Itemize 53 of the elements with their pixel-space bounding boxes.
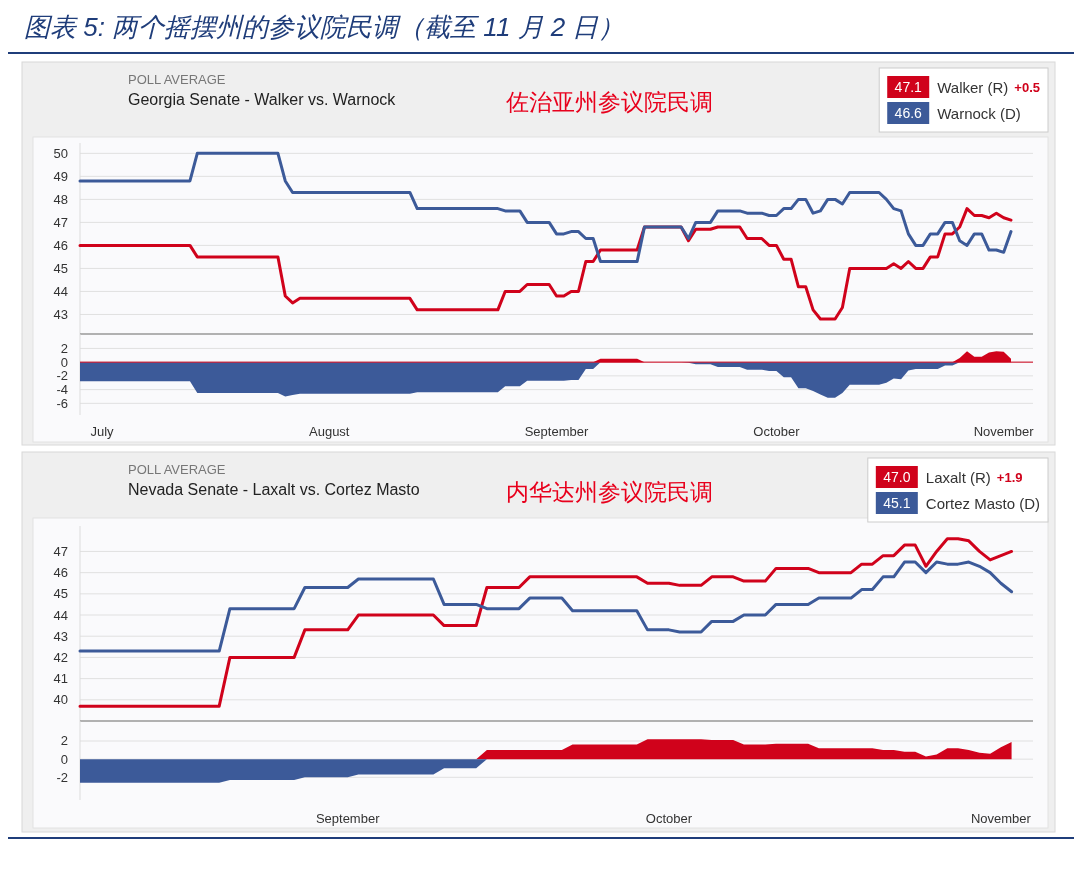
y-tick-label: 48 xyxy=(53,191,68,207)
x-tick-label: October xyxy=(645,810,693,826)
y-tick-label: 50 xyxy=(53,145,68,161)
line-series xyxy=(78,537,1014,708)
y-tick-label: 44 xyxy=(53,283,68,299)
line-series xyxy=(78,207,1013,321)
y-tick-label: 0 xyxy=(60,354,68,370)
x-tick-label: October xyxy=(753,423,801,439)
y-tick-label: -4 xyxy=(56,382,68,398)
y-tick-label: 45 xyxy=(53,586,68,602)
y-tick-label: -2 xyxy=(56,769,68,785)
legend-label: Cortez Masto (D) xyxy=(925,494,1040,512)
legend-label: Laxalt (R) xyxy=(925,468,991,486)
x-tick-label: September xyxy=(315,810,381,826)
text: POLL AVERAGE xyxy=(128,72,226,87)
text: 46.6 xyxy=(894,105,923,121)
chart-title: Nevada Senate - Laxalt vs. Cortez Masto xyxy=(128,481,420,498)
y-tick-label: 43 xyxy=(53,306,68,322)
y-tick-label: 49 xyxy=(53,168,68,184)
line-series xyxy=(78,560,1014,653)
y-tick-label: 2 xyxy=(60,340,68,356)
legend-label: Walker (R) xyxy=(937,78,1009,96)
y-tick-label: 47 xyxy=(53,543,68,559)
text: 45.1 xyxy=(883,495,911,511)
y-tick-label: 42 xyxy=(53,649,68,665)
y-tick-label: -2 xyxy=(56,368,68,384)
y-tick-label: 45 xyxy=(53,260,68,276)
text: 47.0 xyxy=(883,469,911,485)
y-tick-label: 2 xyxy=(60,733,68,749)
y-tick-label: 0 xyxy=(60,751,68,767)
text: +1.9 xyxy=(996,469,1023,485)
text: 47.1 xyxy=(894,79,923,95)
y-tick-label: 43 xyxy=(53,628,68,644)
legend-label: Warnock (D) xyxy=(937,104,1021,122)
x-tick-label: August xyxy=(309,423,350,439)
y-tick-label: 40 xyxy=(53,692,68,708)
text: POLL AVERAGE xyxy=(128,462,226,477)
x-tick-label: July xyxy=(90,423,115,439)
chart-title: Georgia Senate - Walker vs. Warnock xyxy=(128,91,397,108)
text: +0.5 xyxy=(1014,79,1040,95)
y-tick-label: 47 xyxy=(53,214,68,230)
text: 图表 5: 两个摇摆州的参议院民调（截至 11 月 2 日） xyxy=(24,12,625,42)
x-tick-label: September xyxy=(524,423,589,439)
y-tick-label: -6 xyxy=(56,395,68,411)
y-tick-label: 46 xyxy=(53,237,68,253)
x-tick-label: November xyxy=(973,423,1035,439)
y-tick-label: 44 xyxy=(53,607,68,623)
line-series xyxy=(78,151,1013,264)
y-tick-label: 41 xyxy=(53,671,68,687)
chart-subtitle: 佐治亚州参议院民调 xyxy=(505,89,713,115)
y-tick-label: 46 xyxy=(53,565,68,581)
chart-subtitle: 内华达州参议院民调 xyxy=(505,479,713,505)
x-tick-label: November xyxy=(970,810,1032,826)
